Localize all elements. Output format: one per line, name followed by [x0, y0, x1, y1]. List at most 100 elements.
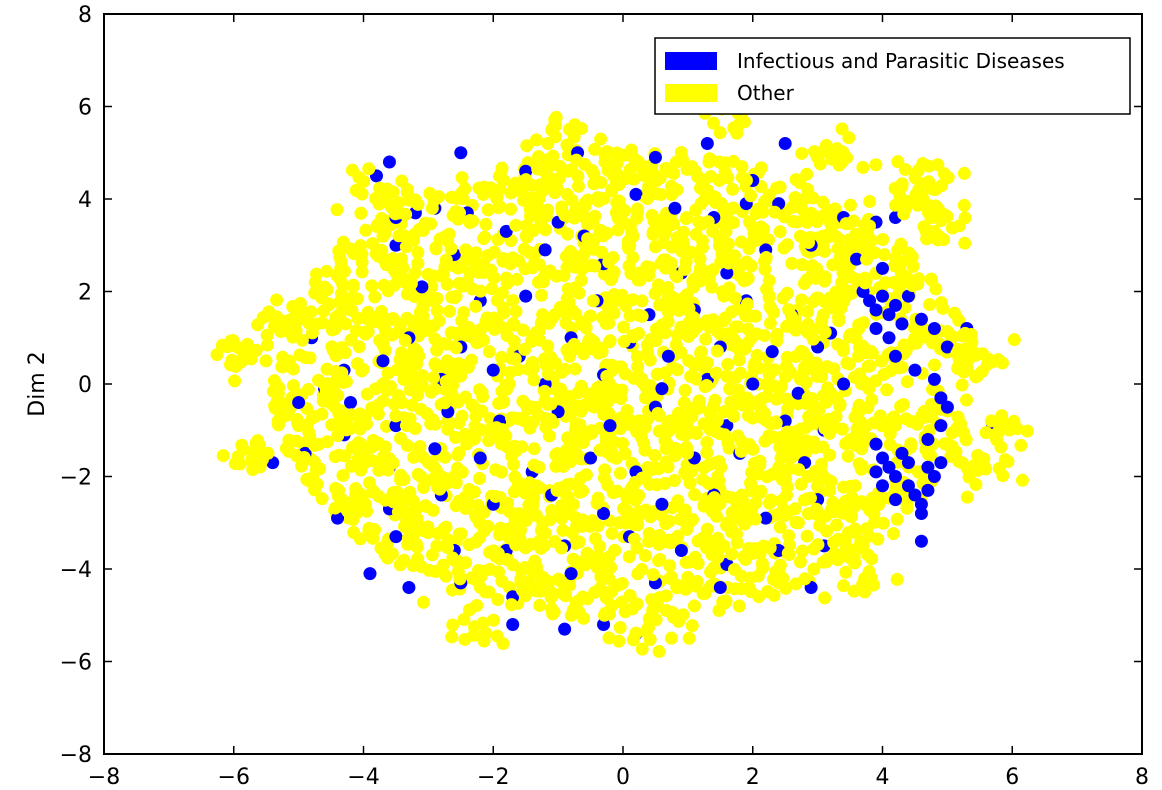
- data-point-other: [960, 393, 974, 407]
- data-point-other: [808, 464, 822, 478]
- data-point-other: [631, 360, 645, 374]
- data-point-infectious: [344, 396, 358, 409]
- data-point-other: [755, 392, 769, 406]
- data-point-other: [612, 194, 626, 208]
- data-point-other: [538, 384, 552, 398]
- data-point-other: [707, 116, 721, 130]
- data-point-other: [395, 174, 409, 188]
- data-point-other: [858, 276, 872, 290]
- data-point-other: [392, 206, 406, 220]
- data-point-other: [497, 306, 511, 320]
- data-point-other: [444, 242, 458, 256]
- data-point-other: [397, 494, 411, 508]
- data-point-other: [678, 262, 692, 276]
- data-point-other: [717, 539, 731, 553]
- data-point-other: [531, 162, 545, 176]
- data-point-other: [407, 371, 421, 385]
- data-point-infectious: [888, 298, 902, 312]
- data-point-other: [796, 346, 810, 360]
- data-point-other: [534, 317, 548, 331]
- data-point-other: [798, 572, 812, 586]
- data-point-other: [491, 232, 505, 246]
- data-point-other: [500, 553, 514, 567]
- data-point-other: [780, 350, 794, 364]
- data-point-other: [689, 371, 703, 385]
- data-point-other: [705, 540, 719, 554]
- data-point-other: [496, 637, 510, 651]
- data-point-other: [574, 471, 588, 485]
- data-point-other: [561, 227, 575, 241]
- data-point-other: [957, 166, 971, 180]
- data-point-other: [575, 262, 589, 276]
- data-point-other: [446, 551, 460, 565]
- data-point-other: [876, 232, 890, 246]
- data-point-other: [640, 192, 654, 206]
- data-point-other: [495, 574, 509, 588]
- data-point-other: [895, 256, 909, 270]
- data-point-other: [816, 308, 830, 322]
- data-point-other: [364, 441, 378, 455]
- data-point-other: [564, 406, 578, 420]
- data-point-other: [920, 232, 934, 246]
- data-point-other: [272, 380, 286, 394]
- data-point-infectious: [895, 317, 909, 331]
- data-point-infectious: [674, 544, 688, 557]
- data-point-other: [535, 288, 549, 302]
- data-point-other: [546, 149, 560, 163]
- data-point-other: [877, 248, 891, 262]
- data-point-other: [762, 289, 776, 303]
- data-point-other: [612, 634, 626, 648]
- data-point-other: [443, 304, 457, 318]
- data-point-other: [960, 490, 974, 504]
- data-point-other: [228, 374, 242, 388]
- data-point-other: [904, 437, 918, 451]
- data-point-other: [797, 276, 811, 290]
- data-point-other: [823, 484, 837, 498]
- data-point-other: [328, 322, 342, 336]
- data-point-other: [325, 340, 339, 354]
- data-point-other: [748, 512, 762, 526]
- data-point-other: [734, 259, 748, 273]
- data-point-other: [504, 351, 518, 365]
- data-point-other: [852, 457, 866, 471]
- data-point-infectious: [603, 419, 617, 433]
- data-point-other: [652, 645, 666, 659]
- data-point-other: [1020, 424, 1034, 438]
- data-point-other: [687, 599, 701, 613]
- data-point-other: [646, 225, 660, 239]
- data-point-other: [440, 354, 454, 368]
- data-point-other: [653, 552, 667, 566]
- data-point-other: [309, 267, 323, 281]
- data-point-other: [259, 354, 273, 368]
- data-point-other: [413, 439, 427, 453]
- data-point-other: [646, 568, 660, 582]
- data-point-infectious: [584, 451, 598, 465]
- data-point-other: [718, 156, 732, 170]
- y-tick-label: 2: [78, 281, 92, 306]
- data-point-other: [793, 555, 807, 569]
- data-point-other: [737, 514, 751, 528]
- data-point-infectious: [648, 150, 662, 164]
- data-point-other: [368, 290, 382, 304]
- data-point-other: [891, 155, 905, 169]
- data-point-other: [525, 355, 539, 369]
- data-point-other: [645, 463, 659, 477]
- data-point-other: [641, 412, 655, 426]
- data-point-infectious: [668, 201, 682, 215]
- data-point-other: [642, 180, 656, 194]
- data-point-other: [422, 563, 436, 577]
- data-point-other: [468, 419, 482, 433]
- data-point-other: [536, 272, 550, 286]
- data-point-other: [713, 427, 727, 441]
- data-point-other: [696, 587, 710, 601]
- data-point-other: [427, 371, 441, 385]
- data-point-other: [839, 437, 853, 451]
- data-point-other: [548, 535, 562, 549]
- data-point-other: [537, 539, 551, 553]
- data-point-other: [728, 582, 742, 596]
- data-point-other: [356, 503, 370, 517]
- data-point-other: [801, 305, 815, 319]
- data-point-other: [665, 240, 679, 254]
- data-point-other: [346, 280, 360, 294]
- data-point-infectious: [597, 507, 611, 520]
